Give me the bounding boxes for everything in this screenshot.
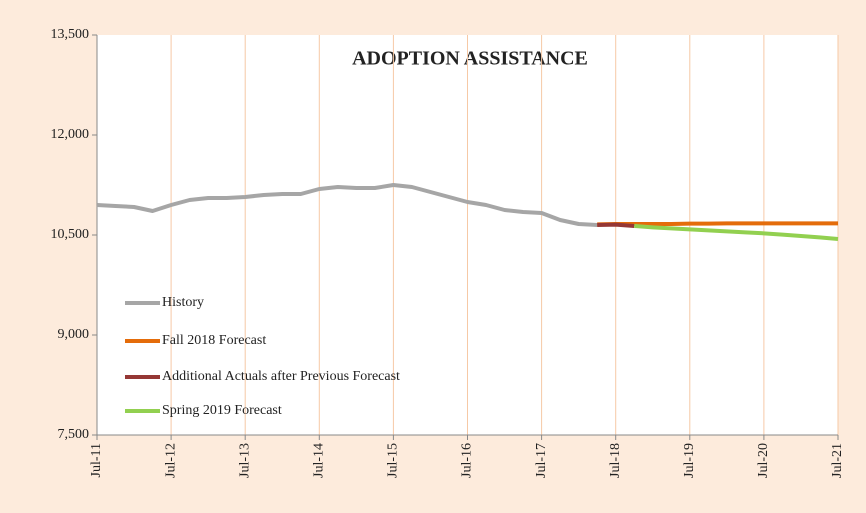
series-line: [634, 224, 839, 241]
series-line: [96, 183, 598, 227]
series-line: [597, 222, 635, 228]
x-tick-label: Jul-20: [756, 443, 771, 478]
x-tick-label: Jul-14: [312, 443, 327, 478]
x-tick-label: Jul-13: [237, 443, 252, 478]
legend-label: Additional Actuals after Previous Foreca…: [162, 369, 400, 384]
legend-label: History: [162, 295, 204, 310]
x-tick-label: Jul-12: [163, 443, 178, 478]
y-tick-label: 9,000: [58, 327, 90, 342]
legend-label: Fall 2018 Forecast: [162, 333, 266, 348]
series-line: [597, 221, 838, 227]
x-tick-label: Jul-11: [89, 443, 104, 477]
x-tick-label: Jul-21: [830, 443, 845, 478]
y-tick-label: 12,000: [51, 127, 90, 142]
x-tick-label: Jul-15: [386, 443, 401, 478]
y-tick-label: 13,500: [51, 27, 90, 42]
x-tick-label: Jul-18: [608, 443, 623, 478]
y-tick-label: 10,500: [51, 227, 90, 242]
x-tick-label: Jul-17: [534, 443, 549, 478]
legend-label: Spring 2019 Forecast: [162, 403, 282, 418]
y-tick-label: 7,500: [58, 427, 90, 442]
x-tick-label: Jul-16: [460, 443, 475, 478]
x-tick-label: Jul-19: [682, 443, 697, 478]
chart-title: ADOPTION ASSISTANCE: [352, 48, 588, 70]
